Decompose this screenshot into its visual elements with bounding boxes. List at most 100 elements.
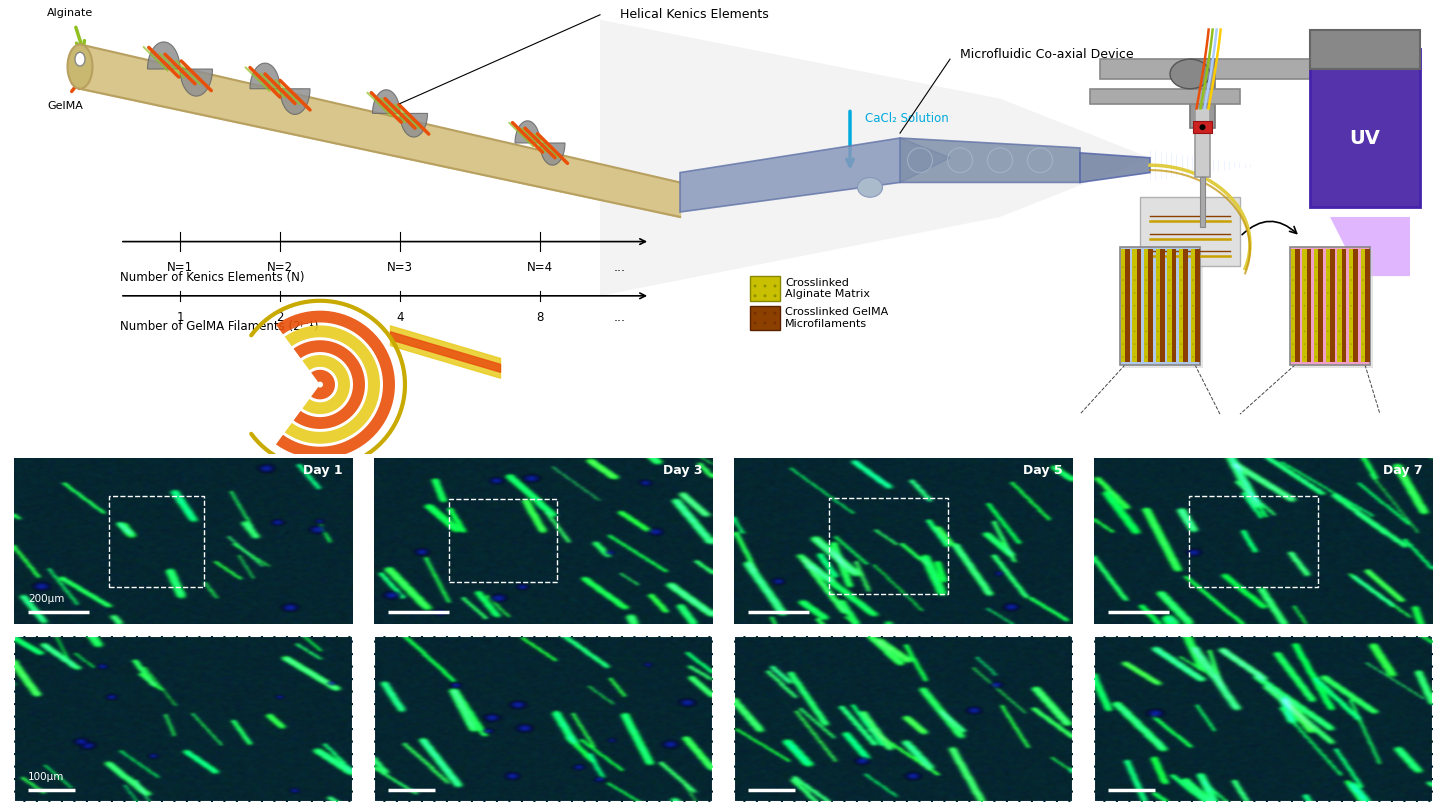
- Ellipse shape: [773, 312, 776, 314]
- Bar: [1120, 246, 1200, 364]
- Ellipse shape: [857, 177, 883, 197]
- Bar: [1143, 249, 1148, 362]
- Ellipse shape: [1200, 124, 1205, 130]
- Ellipse shape: [1339, 292, 1341, 293]
- Bar: [1192, 122, 1212, 133]
- Ellipse shape: [1145, 343, 1146, 345]
- Text: Number of Kenics Elements (N): Number of Kenics Elements (N): [120, 271, 304, 284]
- Ellipse shape: [1158, 343, 1159, 345]
- Ellipse shape: [1315, 330, 1318, 332]
- Ellipse shape: [1339, 305, 1341, 306]
- Ellipse shape: [1362, 266, 1364, 268]
- Ellipse shape: [1303, 266, 1305, 268]
- Bar: [750, 305, 780, 330]
- Ellipse shape: [1362, 305, 1364, 306]
- Polygon shape: [302, 355, 350, 414]
- Ellipse shape: [1169, 279, 1171, 281]
- Ellipse shape: [1328, 356, 1329, 358]
- Bar: [1172, 249, 1176, 362]
- Ellipse shape: [1362, 343, 1364, 345]
- Bar: [1365, 249, 1369, 362]
- Bar: [829, 497, 948, 594]
- Ellipse shape: [1122, 343, 1123, 345]
- Polygon shape: [900, 138, 1080, 182]
- Ellipse shape: [1122, 305, 1123, 306]
- Ellipse shape: [1181, 356, 1182, 358]
- Bar: [1123, 249, 1202, 368]
- Bar: [1310, 49, 1420, 207]
- Ellipse shape: [753, 284, 756, 288]
- Ellipse shape: [773, 322, 776, 325]
- Ellipse shape: [1133, 279, 1135, 281]
- Ellipse shape: [1292, 330, 1293, 332]
- Ellipse shape: [1351, 343, 1352, 345]
- Text: Number of GelMA Filaments (2ᵎ⁻¹): Number of GelMA Filaments (2ᵎ⁻¹): [120, 321, 318, 334]
- Ellipse shape: [1339, 266, 1341, 268]
- Bar: [1325, 249, 1331, 362]
- Text: Day 7: Day 7: [1382, 464, 1423, 477]
- Bar: [1331, 249, 1335, 362]
- Ellipse shape: [1192, 266, 1194, 268]
- Ellipse shape: [1145, 305, 1146, 306]
- Ellipse shape: [1292, 305, 1293, 306]
- Ellipse shape: [1133, 305, 1135, 306]
- Ellipse shape: [1315, 292, 1318, 293]
- Ellipse shape: [1181, 343, 1182, 345]
- Ellipse shape: [1192, 318, 1194, 319]
- Ellipse shape: [1328, 292, 1329, 293]
- Ellipse shape: [1158, 356, 1159, 358]
- Ellipse shape: [1328, 343, 1329, 345]
- Bar: [1290, 246, 1369, 364]
- Bar: [1361, 249, 1365, 362]
- Ellipse shape: [1158, 266, 1159, 268]
- Ellipse shape: [1122, 266, 1123, 268]
- Ellipse shape: [1351, 292, 1352, 293]
- Ellipse shape: [1133, 330, 1135, 332]
- Text: N=2: N=2: [266, 262, 294, 275]
- Ellipse shape: [1122, 330, 1123, 332]
- Ellipse shape: [1328, 266, 1329, 268]
- Bar: [1161, 249, 1165, 362]
- Polygon shape: [294, 340, 364, 429]
- Ellipse shape: [1133, 292, 1135, 293]
- Ellipse shape: [1133, 343, 1135, 345]
- Text: Helical Kenics Elements: Helical Kenics Elements: [621, 8, 769, 21]
- Polygon shape: [276, 311, 395, 458]
- Ellipse shape: [1145, 279, 1146, 281]
- Bar: [1140, 197, 1240, 266]
- Ellipse shape: [1362, 292, 1364, 293]
- Text: Crosslinked GelMA
Microfilaments: Crosslinked GelMA Microfilaments: [785, 307, 888, 329]
- Ellipse shape: [1303, 279, 1305, 281]
- Ellipse shape: [763, 294, 766, 297]
- Polygon shape: [516, 121, 564, 165]
- Ellipse shape: [1362, 318, 1364, 319]
- Text: 8: 8: [536, 310, 544, 324]
- Bar: [1195, 249, 1200, 362]
- Ellipse shape: [1169, 59, 1210, 89]
- Ellipse shape: [1351, 330, 1352, 332]
- Ellipse shape: [1315, 343, 1318, 345]
- Bar: [1184, 249, 1188, 362]
- Ellipse shape: [1192, 305, 1194, 306]
- Text: Day 5: Day 5: [1022, 464, 1063, 477]
- Bar: [1136, 249, 1140, 362]
- Text: 200μm: 200μm: [27, 594, 65, 603]
- Ellipse shape: [1192, 330, 1194, 332]
- Bar: [1120, 249, 1125, 362]
- Polygon shape: [600, 19, 1151, 296]
- Ellipse shape: [1303, 330, 1305, 332]
- Polygon shape: [680, 138, 950, 212]
- Text: N=1: N=1: [167, 262, 193, 275]
- Bar: [1090, 89, 1240, 104]
- Ellipse shape: [1122, 292, 1123, 293]
- Ellipse shape: [1145, 318, 1146, 319]
- Bar: [1354, 249, 1358, 362]
- Ellipse shape: [1362, 279, 1364, 281]
- Ellipse shape: [1169, 356, 1171, 358]
- Bar: [1189, 496, 1318, 587]
- Ellipse shape: [1158, 305, 1159, 306]
- Ellipse shape: [1133, 266, 1135, 268]
- Ellipse shape: [1192, 356, 1194, 358]
- Text: Microfluidic Co-axial Device: Microfluidic Co-axial Device: [960, 48, 1133, 61]
- Bar: [1295, 249, 1299, 362]
